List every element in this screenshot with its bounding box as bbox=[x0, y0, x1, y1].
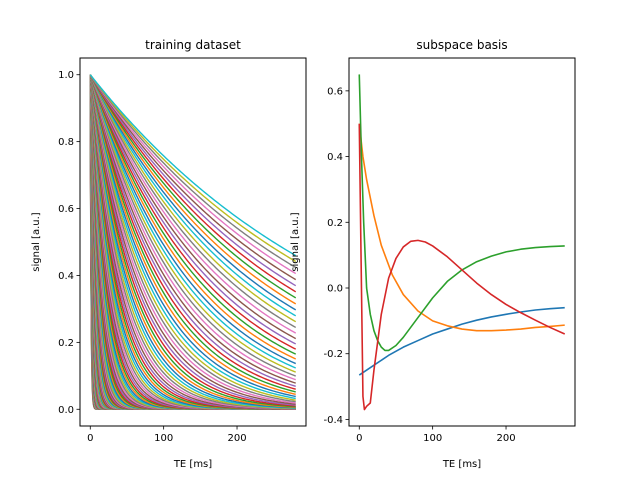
x-tick-label: 100 bbox=[423, 433, 442, 444]
basis-line-3 bbox=[358, 74, 565, 352]
basis-line-4 bbox=[358, 123, 566, 411]
y-tick-label: -0.4 bbox=[323, 415, 343, 426]
plot-frame bbox=[348, 57, 576, 427]
basis-line-2 bbox=[358, 123, 565, 332]
x-axis-label: TE [ms] bbox=[442, 459, 481, 470]
x-tick-label: 200 bbox=[496, 433, 515, 444]
y-tick-label: 0.0 bbox=[58, 405, 74, 416]
y-tick-label: 0.8 bbox=[58, 137, 74, 148]
y-tick-label: -0.2 bbox=[323, 349, 343, 360]
training-curve bbox=[89, 74, 297, 257]
plot-frame bbox=[79, 57, 307, 427]
y-axis-label: signal [a.u.] bbox=[31, 212, 42, 271]
y-axis-label: signal [a.u.] bbox=[290, 212, 301, 271]
y-tick-label: 0.6 bbox=[327, 86, 343, 97]
y-tick-label: 0.4 bbox=[58, 271, 74, 282]
basis-curves bbox=[358, 74, 566, 411]
y-tick-label: 0.0 bbox=[327, 284, 343, 295]
training-curves bbox=[89, 74, 297, 410]
y-tick-label: 0.4 bbox=[327, 152, 343, 163]
training-dataset-chart: training dataset 0 100 200 0.0 0.2 0.4 0.6 0.8 1… bbox=[31, 38, 307, 470]
axis-ticks: 0 100 200 0.0 0.2 0.4 0.6 0.8 1.0 bbox=[58, 70, 246, 444]
y-tick-label: 0.6 bbox=[58, 204, 74, 215]
chart-title: subspace basis bbox=[416, 38, 507, 52]
basis-line-1 bbox=[358, 306, 565, 376]
x-tick-label: 0 bbox=[87, 433, 93, 444]
chart-title: training dataset bbox=[145, 38, 241, 52]
axis-ticks: 0 100 200 -0.4 -0.2 0.0 0.2 0.4 0.6 bbox=[323, 86, 515, 444]
x-tick-label: 100 bbox=[154, 433, 173, 444]
x-tick-label: 200 bbox=[227, 433, 246, 444]
subspace-basis-chart: subspace basis 0 100 200-0.4-0.20.00.20.40… bbox=[290, 38, 576, 470]
x-tick-label: 0 bbox=[356, 433, 362, 444]
x-axis-label: TE [ms] bbox=[173, 459, 212, 470]
y-tick-label: 0.2 bbox=[58, 338, 74, 349]
y-tick-label: 1.0 bbox=[58, 70, 74, 81]
y-tick-label: 0.2 bbox=[327, 218, 343, 229]
